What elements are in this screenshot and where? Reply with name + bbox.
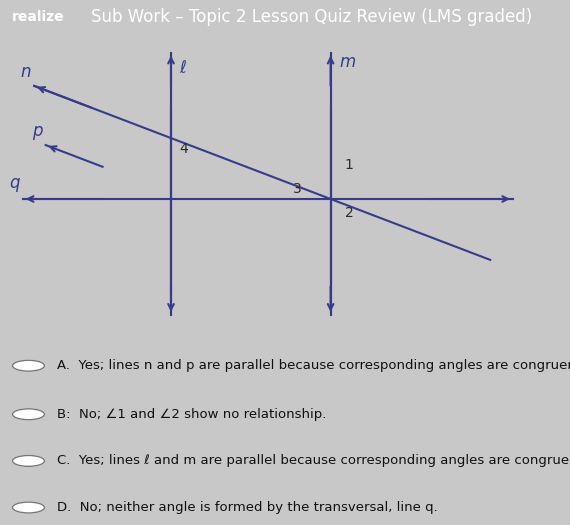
Text: B:  No; ∠1 and ∠2 show no relationship.: B: No; ∠1 and ∠2 show no relationship. [57,408,327,421]
Text: realize: realize [11,10,64,24]
Text: p: p [32,122,43,140]
Circle shape [13,360,44,371]
Text: 1: 1 [345,158,354,172]
Text: 4: 4 [180,142,188,156]
Circle shape [13,409,44,419]
Text: Sub Work – Topic 2 Lesson Quiz Review (LMS graded): Sub Work – Topic 2 Lesson Quiz Review (L… [91,8,532,26]
Text: 2: 2 [345,206,353,220]
Text: C.  Yes; lines ℓ and m are parallel because corresponding angles are congruent.: C. Yes; lines ℓ and m are parallel becau… [57,455,570,467]
Text: D.  No; neither angle is formed by the transversal, line q.: D. No; neither angle is formed by the tr… [57,501,438,514]
Circle shape [13,502,44,513]
Text: A.  Yes; lines n and p are parallel because corresponding angles are congruent.: A. Yes; lines n and p are parallel becau… [57,359,570,372]
Text: q: q [9,174,19,192]
Circle shape [13,456,44,466]
Text: n: n [21,63,31,81]
Text: 3: 3 [294,182,302,196]
Text: ℓ: ℓ [180,59,186,77]
Text: m: m [339,53,356,71]
